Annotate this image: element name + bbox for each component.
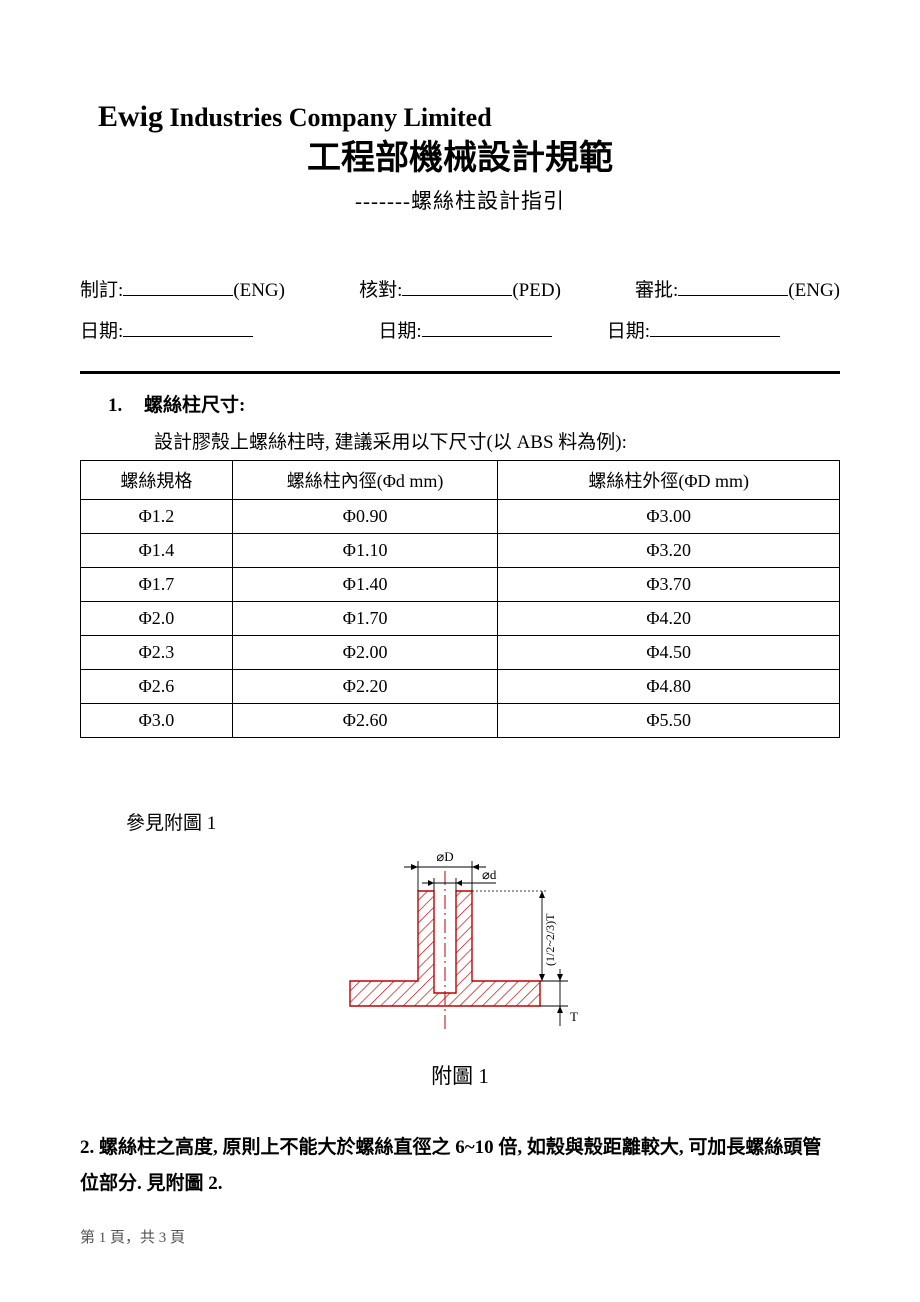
prepared-dept: (ENG) bbox=[233, 280, 285, 301]
document-subtitle: -------螺絲柱設計指引 bbox=[80, 185, 840, 215]
section-1: 1.螺絲柱尺寸: 設計膠殼上螺絲柱時, 建議采用以下尺寸(以 ABS 料為例): bbox=[80, 390, 840, 454]
table-cell: Φ3.20 bbox=[498, 534, 840, 568]
table-row: Φ1.4Φ1.10Φ3.20 bbox=[81, 534, 840, 568]
col-header-spec: 螺絲規格 bbox=[81, 461, 233, 500]
section-1-heading: 1.螺絲柱尺寸: bbox=[108, 390, 840, 417]
table-cell: Φ1.70 bbox=[232, 602, 498, 636]
date-label-1: 日期: bbox=[80, 321, 123, 342]
page-footer: 第 1 頁，共 3 頁 bbox=[80, 1226, 840, 1247]
svg-text:⌀D: ⌀D bbox=[436, 849, 453, 864]
date-cell-3: 日期: bbox=[607, 316, 780, 343]
approved-cell: 審批: (ENG) bbox=[635, 275, 840, 302]
company-rest: Industries Company Limited bbox=[163, 103, 492, 132]
table-cell: Φ2.6 bbox=[81, 670, 233, 704]
date-blank-1 bbox=[123, 336, 253, 337]
svg-text:T: T bbox=[570, 1009, 578, 1024]
spec-table: 螺絲規格 螺絲柱內徑(Φd mm) 螺絲柱外徑(ΦD mm) Φ1.2Φ0.90… bbox=[80, 460, 840, 738]
col-header-outer: 螺絲柱外徑(ΦD mm) bbox=[498, 461, 840, 500]
table-cell: Φ2.0 bbox=[81, 602, 233, 636]
date-blank-2 bbox=[422, 336, 552, 337]
table-cell: Φ2.60 bbox=[232, 704, 498, 738]
see-figure-1: 參見附圖 1 bbox=[126, 808, 840, 835]
table-cell: Φ2.3 bbox=[81, 636, 233, 670]
approved-dept: (ENG) bbox=[788, 280, 840, 301]
table-cell: Φ1.7 bbox=[81, 568, 233, 602]
table-row: Φ3.0Φ2.60Φ5.50 bbox=[81, 704, 840, 738]
checked-label: 核對: bbox=[359, 280, 402, 301]
table-cell: Φ1.2 bbox=[81, 500, 233, 534]
document-title: 工程部機械設計規範 bbox=[80, 130, 840, 179]
checked-cell: 核對: (PED) bbox=[359, 275, 561, 302]
table-header-row: 螺絲規格 螺絲柱內徑(Φd mm) 螺絲柱外徑(ΦD mm) bbox=[81, 461, 840, 500]
table-row: Φ2.3Φ2.00Φ4.50 bbox=[81, 636, 840, 670]
table-cell: Φ3.70 bbox=[498, 568, 840, 602]
table-cell: Φ5.50 bbox=[498, 704, 840, 738]
approved-label: 審批: bbox=[635, 280, 678, 301]
checked-dept: (PED) bbox=[512, 280, 561, 301]
date-label-3: 日期: bbox=[607, 321, 650, 342]
table-cell: Φ2.20 bbox=[232, 670, 498, 704]
approved-blank bbox=[678, 295, 788, 296]
figure-1-caption: 附圖 1 bbox=[80, 1060, 840, 1090]
section-2: 2. 螺絲柱之高度, 原則上不能大於螺絲直徑之 6~10 倍, 如殼與殼距離較大… bbox=[80, 1130, 840, 1202]
checked-blank bbox=[402, 295, 512, 296]
table-cell: Φ4.20 bbox=[498, 602, 840, 636]
date-row: 日期: 日期: 日期: bbox=[80, 316, 840, 343]
section-1-title: 螺絲柱尺寸: bbox=[144, 395, 245, 416]
table-row: Φ2.0Φ1.70Φ4.20 bbox=[81, 602, 840, 636]
section-1-intro: 設計膠殼上螺絲柱時, 建議采用以下尺寸(以 ABS 料為例): bbox=[154, 427, 840, 454]
date-cell-2: 日期: bbox=[378, 316, 551, 343]
table-row: Φ2.6Φ2.20Φ4.80 bbox=[81, 670, 840, 704]
table-cell: Φ4.80 bbox=[498, 670, 840, 704]
table-cell: Φ4.50 bbox=[498, 636, 840, 670]
prepared-cell: 制訂: (ENG) bbox=[80, 275, 285, 302]
company-main: Ewig bbox=[98, 100, 163, 133]
col-header-inner: 螺絲柱內徑(Φd mm) bbox=[232, 461, 498, 500]
prepared-blank bbox=[123, 295, 233, 296]
table-cell: Φ2.00 bbox=[232, 636, 498, 670]
prepared-label: 制訂: bbox=[80, 280, 123, 301]
figure-1-diagram: ⌀D ⌀d T (1/2~2/3)T bbox=[80, 841, 840, 1046]
table-cell: Φ1.10 bbox=[232, 534, 498, 568]
date-label-2: 日期: bbox=[378, 321, 421, 342]
signoff-row: 制訂: (ENG) 核對: (PED) 審批: (ENG) bbox=[80, 275, 840, 302]
table-cell: Φ3.00 bbox=[498, 500, 840, 534]
svg-text:⌀d: ⌀d bbox=[482, 867, 497, 882]
table-cell: Φ3.0 bbox=[81, 704, 233, 738]
divider bbox=[80, 371, 840, 374]
company-name: Ewig Industries Company Limited bbox=[98, 100, 840, 134]
date-blank-3 bbox=[650, 336, 780, 337]
table-row: Φ1.7Φ1.40Φ3.70 bbox=[81, 568, 840, 602]
table-cell: Φ1.40 bbox=[232, 568, 498, 602]
boss-cross-section-svg: ⌀D ⌀d T (1/2~2/3)T bbox=[330, 841, 590, 1041]
table-cell: Φ1.4 bbox=[81, 534, 233, 568]
section-1-number: 1. bbox=[108, 395, 144, 417]
table-row: Φ1.2Φ0.90Φ3.00 bbox=[81, 500, 840, 534]
date-cell-1: 日期: bbox=[80, 316, 253, 343]
svg-text:(1/2~2/3)T: (1/2~2/3)T bbox=[543, 913, 557, 966]
table-cell: Φ0.90 bbox=[232, 500, 498, 534]
